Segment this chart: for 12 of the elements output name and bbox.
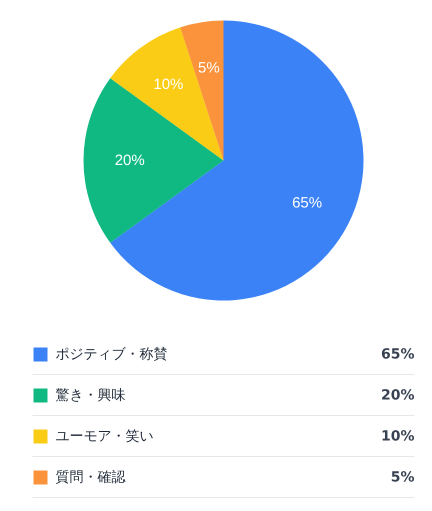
legend-label: ポジティブ・称賛: [56, 346, 168, 362]
text: 10%: [380, 428, 415, 444]
text: 20%: [380, 388, 415, 404]
data-label: 10%: [153, 76, 184, 94]
text: 65%: [380, 346, 415, 362]
legend-label: ユーモア・笑い: [56, 428, 154, 444]
legend-label: 質問・確認: [56, 470, 126, 486]
data-label: 5%: [198, 59, 220, 76]
legend-label: 驚き・興味: [56, 388, 126, 404]
text: 5%: [390, 470, 415, 486]
data-label: 20%: [114, 152, 145, 169]
data-label: 65%: [292, 194, 322, 212]
